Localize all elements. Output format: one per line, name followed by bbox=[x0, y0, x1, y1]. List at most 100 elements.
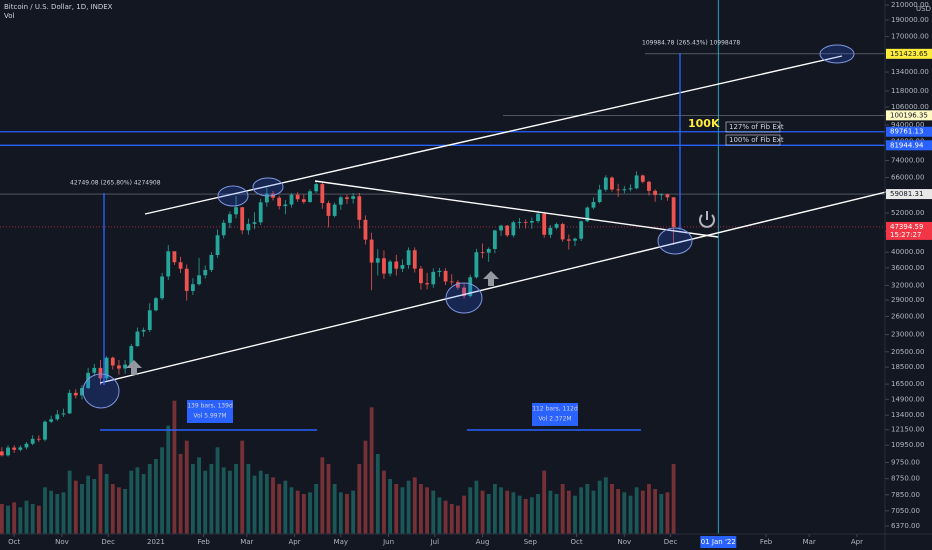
currency: USD bbox=[916, 5, 931, 13]
candle-body bbox=[258, 202, 263, 223]
candle-body bbox=[357, 196, 362, 220]
range-box bbox=[187, 400, 233, 423]
volume-bar bbox=[573, 495, 577, 534]
power-icon bbox=[699, 211, 715, 228]
volume-bar bbox=[92, 479, 97, 534]
up-arrow bbox=[483, 271, 499, 286]
up-arrow bbox=[126, 360, 142, 375]
volume-bar bbox=[388, 479, 393, 534]
volume-bar bbox=[437, 497, 442, 534]
price-label-bg bbox=[886, 48, 932, 59]
candle-body bbox=[394, 261, 399, 269]
volume-bar bbox=[246, 464, 251, 534]
volume-bar bbox=[289, 487, 294, 534]
volume-bar bbox=[560, 484, 565, 534]
volume-bar bbox=[30, 504, 35, 534]
price-label: 151423.65 bbox=[890, 50, 928, 58]
ellipse bbox=[657, 227, 693, 255]
drawings bbox=[99, 53, 891, 431]
y-tick-label: 13400.00 bbox=[891, 411, 924, 419]
x-tick-label: Feb bbox=[197, 538, 210, 546]
candle-body bbox=[468, 277, 473, 297]
volume-bar bbox=[55, 494, 60, 534]
volume-bar bbox=[110, 484, 115, 534]
volume-bar bbox=[357, 464, 362, 534]
volume-bar bbox=[73, 480, 78, 534]
volume-layer bbox=[0, 400, 676, 534]
volume-bar bbox=[271, 477, 275, 534]
candle-body bbox=[0, 451, 4, 456]
volume-bar bbox=[523, 499, 528, 534]
y-tick-label: 14900.00 bbox=[891, 395, 924, 403]
volume-bar bbox=[585, 484, 590, 534]
candle-body bbox=[585, 207, 590, 222]
volume-bar bbox=[480, 490, 485, 534]
candle-body bbox=[560, 224, 565, 240]
x-tick-label: Jul bbox=[430, 538, 440, 546]
volume-bar bbox=[443, 500, 448, 534]
volume-bar bbox=[653, 489, 658, 534]
candle-body bbox=[240, 207, 245, 231]
candle-body bbox=[332, 204, 337, 216]
volume-bar bbox=[363, 440, 368, 534]
volume-bar bbox=[536, 494, 540, 534]
target-label: 100K bbox=[688, 117, 720, 130]
candle-body bbox=[160, 276, 164, 299]
candle-body bbox=[375, 258, 380, 263]
y-tick-label: 74000.00 bbox=[891, 157, 924, 165]
volume-bar bbox=[160, 447, 164, 534]
volume-bar bbox=[154, 459, 158, 534]
candle-body bbox=[529, 221, 534, 223]
price-label-bg bbox=[886, 126, 932, 137]
candle-body bbox=[480, 252, 485, 254]
price-label-bg bbox=[886, 110, 932, 121]
volume-bar bbox=[203, 470, 208, 534]
candle-body bbox=[542, 213, 547, 235]
volume-bar bbox=[24, 500, 29, 534]
fib-label: 100% of Fib Ext bbox=[729, 136, 784, 144]
y-tick-label: 210000.00 bbox=[891, 1, 929, 9]
y-tick-label: 190000.00 bbox=[891, 16, 929, 24]
price-label: 59081.31 bbox=[890, 190, 923, 198]
volume-bar bbox=[659, 494, 664, 534]
candle-body bbox=[640, 175, 645, 182]
measure-label: 42749.08 (265.80%) 4274908 bbox=[70, 180, 161, 187]
volume-title: Vol bbox=[4, 12, 15, 20]
volume-bar bbox=[566, 490, 571, 534]
candle-body bbox=[129, 346, 134, 365]
y-tick-label: 20500.00 bbox=[891, 348, 924, 356]
volume-bar bbox=[610, 484, 614, 534]
price-label-bg bbox=[886, 189, 932, 200]
candle-body bbox=[591, 202, 596, 208]
candle-body bbox=[289, 194, 294, 205]
volume-bar bbox=[665, 492, 670, 534]
y-tick-label: 18500.00 bbox=[891, 363, 924, 371]
volume-bar bbox=[184, 440, 189, 534]
volume-bar bbox=[326, 464, 331, 534]
candle-body bbox=[449, 281, 454, 283]
candle-body bbox=[338, 197, 343, 205]
volume-bar bbox=[135, 467, 140, 534]
volume-bar bbox=[591, 490, 596, 534]
y-tick-label: 12150.00 bbox=[891, 426, 924, 434]
volume-bar bbox=[406, 480, 411, 534]
candle-body bbox=[566, 239, 571, 241]
candle-body bbox=[369, 239, 374, 263]
volume-bar bbox=[234, 464, 238, 534]
ellipse bbox=[445, 282, 483, 314]
volume-bar bbox=[18, 507, 23, 534]
volume-bar bbox=[129, 470, 134, 534]
price-label: 100196.35 bbox=[890, 111, 928, 119]
y-tick-label: 7050.00 bbox=[891, 507, 920, 515]
candle-body bbox=[474, 252, 479, 278]
volume-bar bbox=[332, 484, 337, 534]
candle-body bbox=[511, 222, 516, 236]
x-tick-label: Dec bbox=[101, 538, 115, 546]
volume-bar bbox=[252, 475, 257, 534]
x-tick-label: May bbox=[334, 538, 348, 546]
y-tick-label: 52000.00 bbox=[891, 209, 924, 217]
candle-body bbox=[178, 262, 183, 269]
candle-body bbox=[443, 270, 448, 282]
volume-bar bbox=[579, 487, 584, 534]
candle-body bbox=[67, 392, 72, 414]
